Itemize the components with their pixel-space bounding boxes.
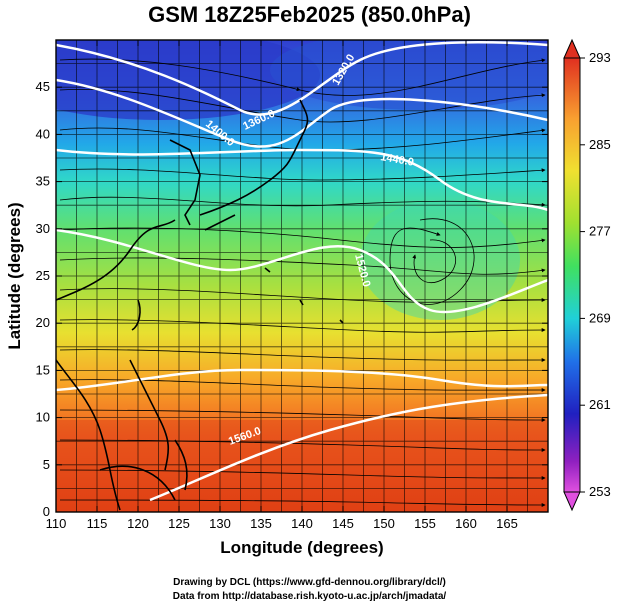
x-tick-label: 160 [455, 516, 477, 531]
colorbar-tick-label: 261 [589, 397, 611, 412]
y-tick-label: 20 [36, 315, 50, 330]
x-tick-label: 130 [209, 516, 231, 531]
y-tick-label: 5 [43, 457, 50, 472]
colorbar-bottom-arrow [563, 491, 581, 512]
credit-line-1: Drawing by DCL (https://www.gfd-dennou.o… [173, 577, 446, 588]
y-tick-label: 15 [36, 362, 50, 377]
colorbar: 253 261 269 277 285 293 [563, 38, 611, 512]
colorbar-tick-label: 293 [589, 50, 611, 65]
x-tick-label: 140 [291, 516, 313, 531]
colorbar-tick-label: 269 [589, 310, 611, 325]
y-tick-label: 25 [36, 268, 50, 283]
colorbar-top-arrow [563, 38, 581, 59]
colorbar-ticks: 253 261 269 277 285 293 [580, 50, 611, 499]
y-axis: 0 5 10 15 20 25 30 35 40 45 [36, 79, 548, 519]
y-tick-label: 10 [36, 410, 50, 425]
contour-label: 1440.0 [379, 151, 414, 169]
x-tick-label: 115 [87, 516, 108, 531]
lat-lon-grid [56, 40, 548, 512]
y-tick-label: 40 [36, 126, 50, 141]
cold-pool [270, 40, 548, 110]
y-tick-label: 35 [36, 174, 50, 189]
y-tick-label: 30 [36, 221, 50, 236]
x-tick-label: 165 [496, 516, 518, 531]
colorbar-tick-label: 277 [589, 224, 611, 239]
x-tick-label: 135 [250, 516, 272, 531]
height-contours [56, 40, 548, 502]
x-tick-label: 125 [168, 516, 190, 531]
credit-line-2: Data from http://database.rish.kyoto-u.a… [172, 591, 447, 602]
x-axis: 110 115 120 125 130 135 140 145 150 155 160 165 [46, 40, 518, 531]
colorbar-tick-label: 253 [589, 484, 611, 499]
x-tick-label: 145 [332, 516, 354, 531]
x-axis-label: Longitude (degrees) [220, 538, 383, 557]
colorbar-scale [563, 57, 581, 493]
y-tick-label: 0 [43, 504, 50, 519]
x-tick-label: 155 [414, 516, 436, 531]
x-tick-label: 120 [127, 516, 149, 531]
y-axis-label: Latitude (degrees) [5, 202, 24, 349]
map-title: GSM 18Z25Feb2025 (850.0hPa) [148, 2, 471, 27]
y-tick-label: 45 [36, 79, 50, 94]
colorbar-tick-label: 285 [589, 137, 611, 152]
x-tick-label: 110 [46, 516, 67, 531]
x-tick-label: 150 [373, 516, 395, 531]
coastlines [56, 99, 344, 511]
